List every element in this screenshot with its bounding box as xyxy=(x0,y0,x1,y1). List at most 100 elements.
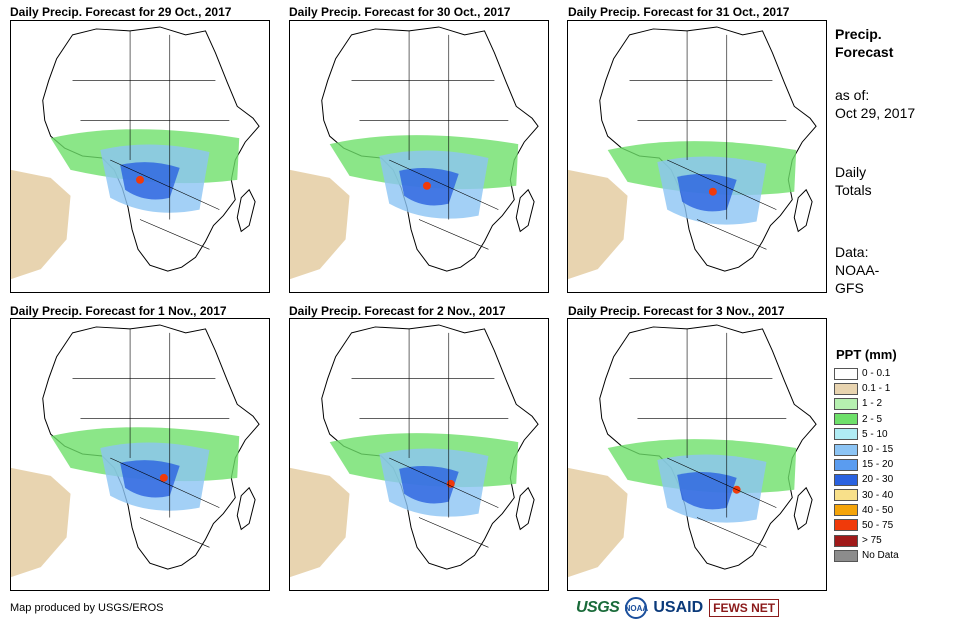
panel-title-2: Daily Precip. Forecast for 30 Oct., 2017 xyxy=(289,5,511,19)
legend-label: > 75 xyxy=(862,535,882,547)
country-borders xyxy=(629,30,787,250)
panel-title-4: Daily Precip. Forecast for 1 Nov., 2017 xyxy=(10,304,227,318)
africa-map xyxy=(290,26,539,280)
sidebar-data-line2: NOAA- xyxy=(835,262,880,278)
legend-item: 10 - 15 xyxy=(834,442,899,457)
madagascar-outline xyxy=(793,188,813,233)
legend-label: No Data xyxy=(862,550,899,562)
sidebar-heading-line2: Forecast xyxy=(835,44,894,60)
country-borders xyxy=(351,30,509,250)
map-panel-3 xyxy=(567,20,827,293)
legend-item: 0 - 0.1 xyxy=(834,366,899,381)
legend-item: > 75 xyxy=(834,533,899,548)
map-panel-1 xyxy=(10,20,270,293)
panel-title-5: Daily Precip. Forecast for 2 Nov., 2017 xyxy=(289,304,506,318)
heavy-precip-spot xyxy=(159,473,168,482)
legend: 0 - 0.1 0.1 - 1 1 - 2 2 - 5 5 - 10 10 - 15 15 … xyxy=(834,366,899,563)
legend-swatch xyxy=(834,458,858,471)
legend-swatch xyxy=(834,519,858,532)
panel-title-6: Daily Precip. Forecast for 3 Nov., 2017 xyxy=(568,304,785,318)
fews-net-logo: FEWS NET xyxy=(709,599,780,617)
sidebar-asof-date: Oct 29, 2017 xyxy=(835,105,916,121)
panel-title-1: Daily Precip. Forecast for 29 Oct., 2017 xyxy=(10,5,232,19)
map-panel-6 xyxy=(567,318,827,591)
legend-label: 50 - 75 xyxy=(862,519,894,531)
noaa-logo: NOAA xyxy=(625,597,648,619)
usaid-logo: USAID xyxy=(653,599,704,616)
sidebar-data-source: Data: NOAA- GFS xyxy=(835,243,879,297)
legend-label: 20 - 30 xyxy=(862,474,894,486)
legend-label: 15 - 20 xyxy=(862,459,894,471)
legend-swatch xyxy=(834,534,858,547)
sidebar-totals: Daily Totals xyxy=(835,163,872,199)
heavy-precip-spot xyxy=(422,181,431,190)
dry-ocean-region xyxy=(11,467,71,578)
madagascar-outline xyxy=(793,486,813,531)
sidebar-asof-label: as of: xyxy=(835,87,870,103)
legend-item: 5 - 10 xyxy=(834,427,899,442)
legend-swatch xyxy=(834,504,858,517)
madagascar-outline xyxy=(236,188,256,233)
legend-label: 5 - 10 xyxy=(862,428,888,440)
legend-swatch xyxy=(834,367,858,380)
legend-item: 0.1 - 1 xyxy=(834,381,899,396)
legend-swatch xyxy=(834,413,858,426)
legend-swatch xyxy=(834,549,858,562)
dry-ocean-region xyxy=(568,467,628,578)
precip-region xyxy=(399,466,459,504)
africa-map xyxy=(11,324,260,578)
legend-label: 30 - 40 xyxy=(862,489,894,501)
heavy-precip-spot xyxy=(708,187,717,196)
heavy-precip-spot xyxy=(446,479,455,488)
usgs-logo: USGS xyxy=(576,599,620,616)
africa-map xyxy=(568,26,817,280)
legend-swatch xyxy=(834,428,858,441)
legend-label: 40 - 50 xyxy=(862,504,894,516)
legend-item: 30 - 40 xyxy=(834,488,899,503)
sidebar-totals-line1: Daily xyxy=(835,164,867,180)
madagascar-outline xyxy=(236,486,256,531)
country-borders xyxy=(351,328,509,548)
precip-region xyxy=(677,471,737,510)
legend-swatch xyxy=(834,443,858,456)
legend-label: 2 - 5 xyxy=(862,413,883,425)
legend-item: 2 - 5 xyxy=(834,412,899,427)
legend-swatch xyxy=(834,397,858,410)
sidebar-asof: as of: Oct 29, 2017 xyxy=(835,86,915,122)
legend-label: 0.1 - 1 xyxy=(862,383,891,395)
madagascar-outline xyxy=(515,188,535,233)
dry-ocean-region xyxy=(290,169,350,280)
sidebar-totals-line2: Totals xyxy=(835,182,872,198)
dry-ocean-region xyxy=(290,467,350,578)
legend-item: 20 - 30 xyxy=(834,472,899,487)
legend-label: 10 - 15 xyxy=(862,444,894,456)
legend-item: 15 - 20 xyxy=(834,457,899,472)
legend-item: No Data xyxy=(834,548,899,563)
africa-map xyxy=(290,324,539,578)
heavy-precip-spot xyxy=(136,175,144,184)
sidebar-data-line3: GFS xyxy=(835,280,864,296)
sidebar-heading: Precip. Forecast xyxy=(835,25,893,61)
legend-label: 0 - 0.1 xyxy=(862,368,891,380)
legend-label: 1 - 2 xyxy=(862,398,883,410)
legend-swatch xyxy=(834,473,858,486)
precip-region xyxy=(677,173,737,212)
dry-ocean-region xyxy=(568,169,628,280)
logo-bar: USGS NOAA USAID FEWS NET xyxy=(576,594,780,622)
legend-title: PPT (mm) xyxy=(836,347,897,362)
sidebar-heading-line1: Precip. xyxy=(835,26,882,42)
panel-title-3: Daily Precip. Forecast for 31 Oct., 2017 xyxy=(568,5,790,19)
country-borders xyxy=(72,328,230,548)
africa-map xyxy=(568,324,817,578)
africa-map xyxy=(11,26,260,280)
legend-swatch xyxy=(834,489,858,502)
country-borders xyxy=(72,30,230,250)
sidebar-data-line1: Data: xyxy=(835,244,869,260)
legend-item: 40 - 50 xyxy=(834,503,899,518)
legend-item: 1 - 2 xyxy=(834,396,899,411)
map-panel-2 xyxy=(289,20,549,293)
map-panel-5 xyxy=(289,318,549,591)
dry-ocean-region xyxy=(11,169,71,280)
country-borders xyxy=(629,328,787,548)
legend-swatch xyxy=(834,382,858,395)
